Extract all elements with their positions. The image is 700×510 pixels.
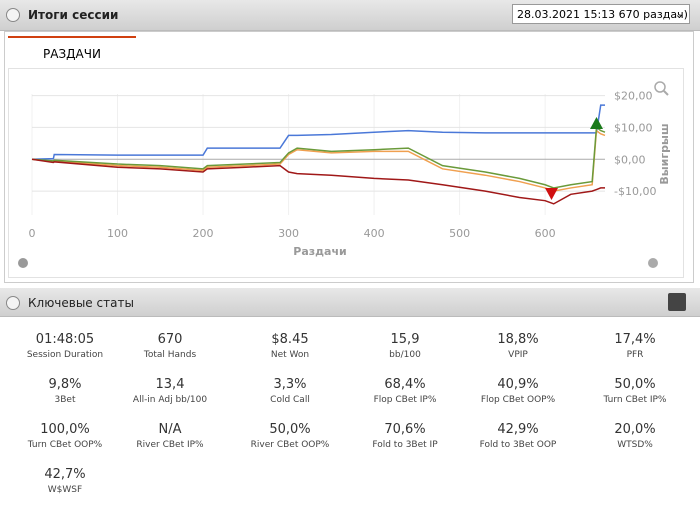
stat-value: 13,4: [155, 377, 185, 392]
stat-value: 17,4%: [614, 332, 656, 347]
stat-value: 15,9: [390, 332, 420, 347]
x-tick-label: 400: [364, 227, 385, 240]
y-tick-label: -$10,00: [614, 185, 656, 198]
stat-value: 68,4%: [384, 377, 426, 392]
series-line: [31, 104, 605, 161]
stat: 68,4% Flop CBet IP%: [350, 377, 460, 405]
stat-value: 40,9%: [497, 377, 539, 392]
stat: 50,0% Turn CBet IP%: [580, 377, 690, 405]
min-marker: [545, 188, 558, 200]
stats-title: Ключевые статы: [28, 296, 134, 310]
stat: 70,6% Fold to 3Bet IP: [350, 422, 460, 450]
stat: 40,9% Flop CBet OOP%: [463, 377, 573, 405]
stat: N/A River CBet IP%: [115, 422, 225, 450]
stat-label: Fold to 3Bet IP: [372, 440, 438, 450]
max-marker: [590, 117, 603, 129]
zoom-icon-handle: [663, 90, 669, 96]
stat-label: Net Won: [270, 350, 310, 360]
x-tick-label: 0: [29, 227, 36, 240]
stat: 20,0% WTSD%: [580, 422, 690, 450]
stat-value: 70,6%: [384, 422, 426, 437]
stat-value: 50,0%: [269, 422, 311, 437]
stat-value: N/A: [158, 422, 182, 437]
stat-label: All-in Adj bb/100: [132, 395, 208, 405]
series-line: [31, 126, 606, 189]
collapse-button[interactable]: [6, 296, 20, 310]
stat-label: W$WSF: [47, 485, 83, 495]
collapse-button[interactable]: [6, 8, 20, 22]
stat-label: Flop CBet IP%: [373, 395, 437, 405]
session-select[interactable]: 28.03.2021 15:13 670 раздач) ⌄: [512, 4, 690, 24]
stat-label: 3Bet: [54, 395, 76, 405]
stat: 3,3% Cold Call: [235, 377, 345, 405]
stat: 18,8% VPIP: [463, 332, 573, 360]
series-line: [31, 129, 606, 192]
stat-value: 100,0%: [40, 422, 90, 437]
stat: 15,9 bb/100: [350, 332, 460, 360]
stat: 670 Total Hands: [115, 332, 225, 360]
stat: 100,0% Turn CBet OOP%: [10, 422, 120, 450]
x-tick-label: 200: [193, 227, 214, 240]
chart-area: [8, 68, 684, 278]
x-tick-label: 300: [278, 227, 299, 240]
stat-label: Turn CBet IP%: [603, 395, 667, 405]
session-select-text: 28.03.2021 15:13 670 раздач): [517, 8, 688, 21]
stat-label: Session Duration: [26, 350, 104, 360]
y-tick-label: $10,00: [614, 121, 653, 134]
settings-icon[interactable]: [18, 258, 28, 268]
stat-label: Cold Call: [270, 395, 310, 405]
zoom-icon[interactable]: [654, 81, 666, 93]
stat: 42,9% Fold to 3Bet OOP: [463, 422, 573, 450]
stat-label: bb/100: [389, 350, 421, 360]
stat-label: Turn CBet OOP%: [27, 440, 103, 450]
stat-label: River CBet IP%: [136, 440, 204, 450]
stat: 01:48:05 Session Duration: [10, 332, 120, 360]
stat-label: Total Hands: [143, 350, 197, 360]
stat-value: 3,3%: [273, 377, 307, 392]
x-tick-label: 500: [449, 227, 470, 240]
y-tick-label: $0,00: [614, 153, 646, 166]
stat: 42,7% W$WSF: [10, 467, 120, 495]
x-axis-label: Раздачи: [293, 245, 346, 258]
stat-label: River CBet OOP%: [250, 440, 330, 450]
stat-value: 20,0%: [614, 422, 656, 437]
session-title: Итоги сессии: [28, 8, 119, 22]
stat-label: PFR: [626, 350, 644, 360]
stat-value: 670: [157, 332, 183, 347]
stat-value: 42,7%: [44, 467, 86, 482]
layout-button[interactable]: [668, 293, 686, 311]
series-line: [31, 158, 605, 205]
stat: 13,4 All-in Adj bb/100: [115, 377, 225, 405]
stat: 17,4% PFR: [580, 332, 690, 360]
x-tick-label: 100: [107, 227, 128, 240]
stat-value: 18,8%: [497, 332, 539, 347]
y-axis-label: Выигрыш: [658, 123, 671, 184]
info-icon[interactable]: [648, 258, 658, 268]
stat-value: 9,8%: [48, 377, 82, 392]
stat-label: WTSD%: [617, 440, 653, 450]
x-tick-label: 600: [535, 227, 556, 240]
y-tick-label: $20,00: [614, 90, 653, 103]
stat-value: 50,0%: [614, 377, 656, 392]
tab-label: РАЗДАЧИ: [43, 47, 101, 61]
chart-panel: [4, 31, 694, 283]
stat: 50,0% River CBet OOP%: [235, 422, 345, 450]
chart: Раздачи Выигрыш 0 100 200 300 400 500 600 $20,0…: [18, 81, 671, 268]
session-header: Итоги сессии 28.03.2021 15:13 670 раздач…: [0, 0, 700, 31]
tab[interactable]: РАЗДАЧИ: [8, 36, 136, 70]
stat-label: Flop CBet OOP%: [480, 395, 556, 405]
stat-value: 01:48:05: [35, 332, 95, 347]
stat: $8.45 Net Won: [235, 332, 345, 360]
stats-header: Ключевые статы: [0, 288, 700, 317]
stat-value: 42,9%: [497, 422, 539, 437]
stat-label: VPIP: [508, 350, 528, 360]
stat-value: $8.45: [271, 332, 309, 347]
stat: 9,8% 3Bet: [10, 377, 120, 405]
stat-label: Fold to 3Bet OOP: [479, 440, 557, 450]
